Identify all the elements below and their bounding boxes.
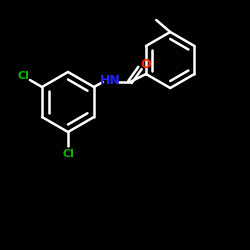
Text: Cl: Cl xyxy=(17,71,29,81)
Text: HN: HN xyxy=(100,74,120,88)
Text: Cl: Cl xyxy=(62,149,74,159)
Text: O: O xyxy=(141,58,151,71)
